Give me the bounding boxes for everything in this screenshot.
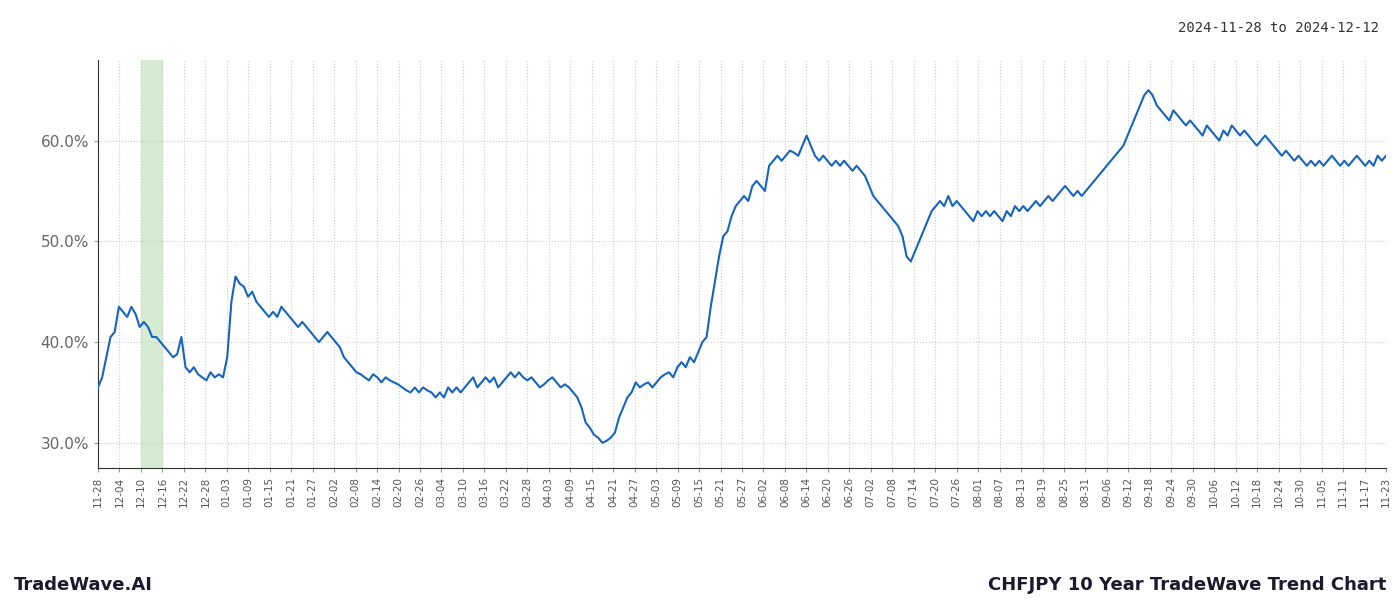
Text: 2024-11-28 to 2024-12-12: 2024-11-28 to 2024-12-12 <box>1177 21 1379 35</box>
Bar <box>141 60 162 468</box>
Text: CHFJPY 10 Year TradeWave Trend Chart: CHFJPY 10 Year TradeWave Trend Chart <box>987 576 1386 594</box>
Text: TradeWave.AI: TradeWave.AI <box>14 576 153 594</box>
